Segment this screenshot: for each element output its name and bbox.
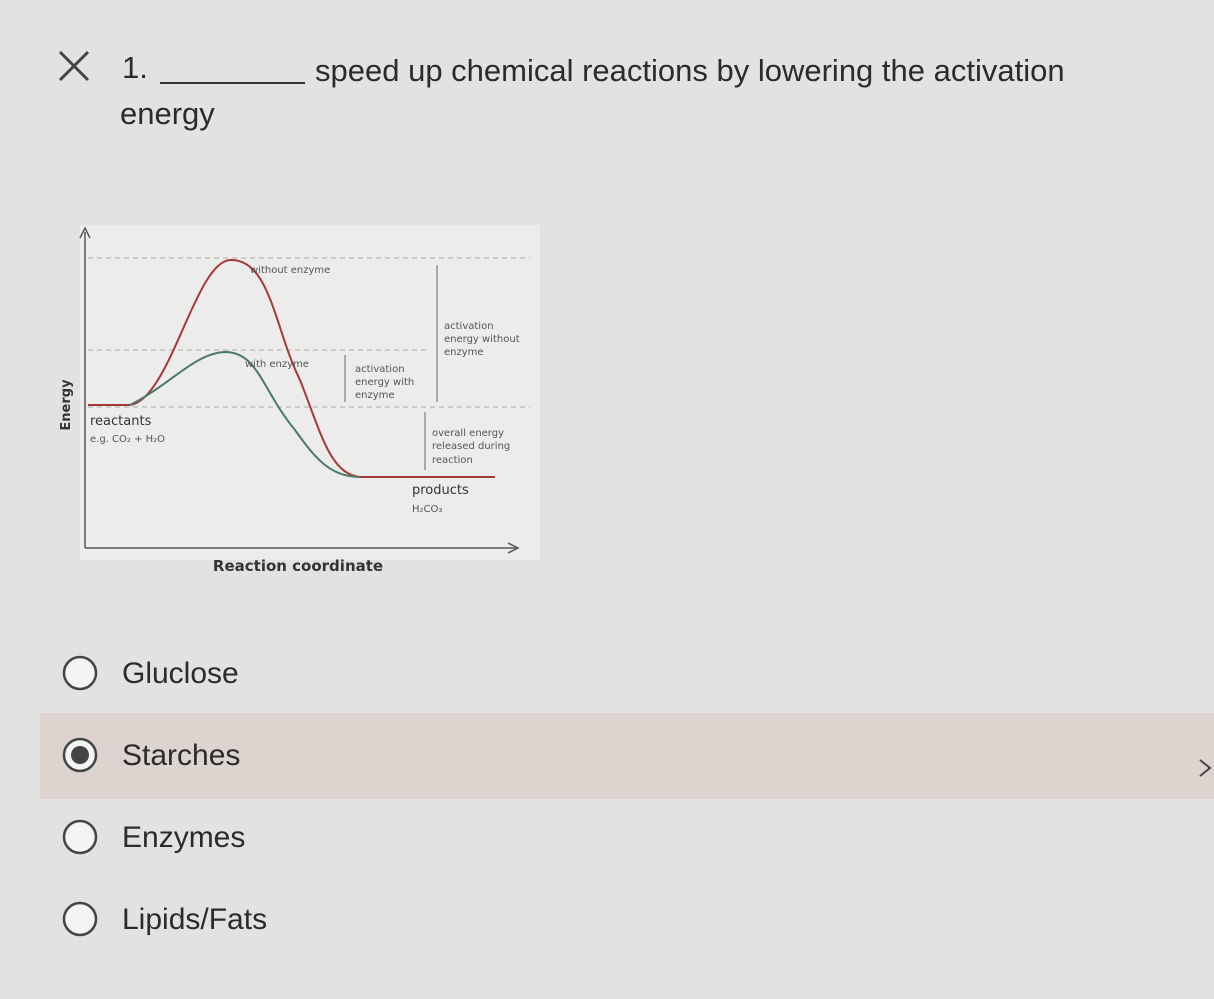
- activation-label: enzyme: [444, 347, 484, 358]
- products-example: H₂CO₃: [412, 504, 442, 515]
- products-label: products: [412, 483, 469, 498]
- option-label[interactable]: Lipids/Fats: [122, 903, 267, 936]
- activation-label: enzyme: [355, 390, 395, 401]
- question-text: speed up chemical reactions by lowering …: [315, 53, 1065, 88]
- overall-label: released during: [432, 441, 510, 452]
- x-axis-label: Reaction coordinate: [213, 557, 383, 575]
- option-row[interactable]: Lipids/Fats: [62, 901, 267, 937]
- curve-label: without enzyme: [250, 265, 330, 276]
- question-text: energy: [120, 96, 215, 131]
- radio-button[interactable]: [62, 819, 98, 855]
- chevron[interactable]: [1199, 759, 1212, 777]
- activation-label: energy without: [444, 334, 520, 345]
- activation-label: activation: [444, 321, 494, 332]
- activation-label: activation: [355, 364, 405, 375]
- question-number: 1.: [122, 50, 148, 85]
- activation-label: energy with: [355, 377, 414, 388]
- option-label[interactable]: Starches: [122, 739, 240, 772]
- radio-button[interactable]: [62, 655, 98, 691]
- reactants-label: reactants: [90, 414, 152, 429]
- radio-button[interactable]: [62, 901, 98, 937]
- diagram-bg: [80, 225, 540, 560]
- energy-diagram: Energy Reaction coordinate without enzym…: [59, 225, 540, 575]
- overall-label: overall energy: [432, 428, 504, 439]
- option-row[interactable]: Gluclose: [62, 655, 239, 691]
- reactants-example: e.g. CO₂ + H₂O: [90, 434, 165, 445]
- wrong-icon: [58, 50, 90, 82]
- options: Gluclose Starches Enzymes Lipids/Fats: [40, 655, 1214, 937]
- curve-label: with enzyme: [245, 359, 309, 370]
- overall-label: reaction: [432, 455, 473, 466]
- option-row[interactable]: Starches: [40, 713, 1214, 799]
- option-label[interactable]: Gluclose: [122, 657, 239, 690]
- radio-dot: [71, 746, 89, 764]
- y-axis-label: Energy: [59, 379, 74, 431]
- selected-highlight: [40, 713, 1214, 799]
- option-label[interactable]: Enzymes: [122, 821, 245, 854]
- option-row[interactable]: Enzymes: [62, 819, 245, 855]
